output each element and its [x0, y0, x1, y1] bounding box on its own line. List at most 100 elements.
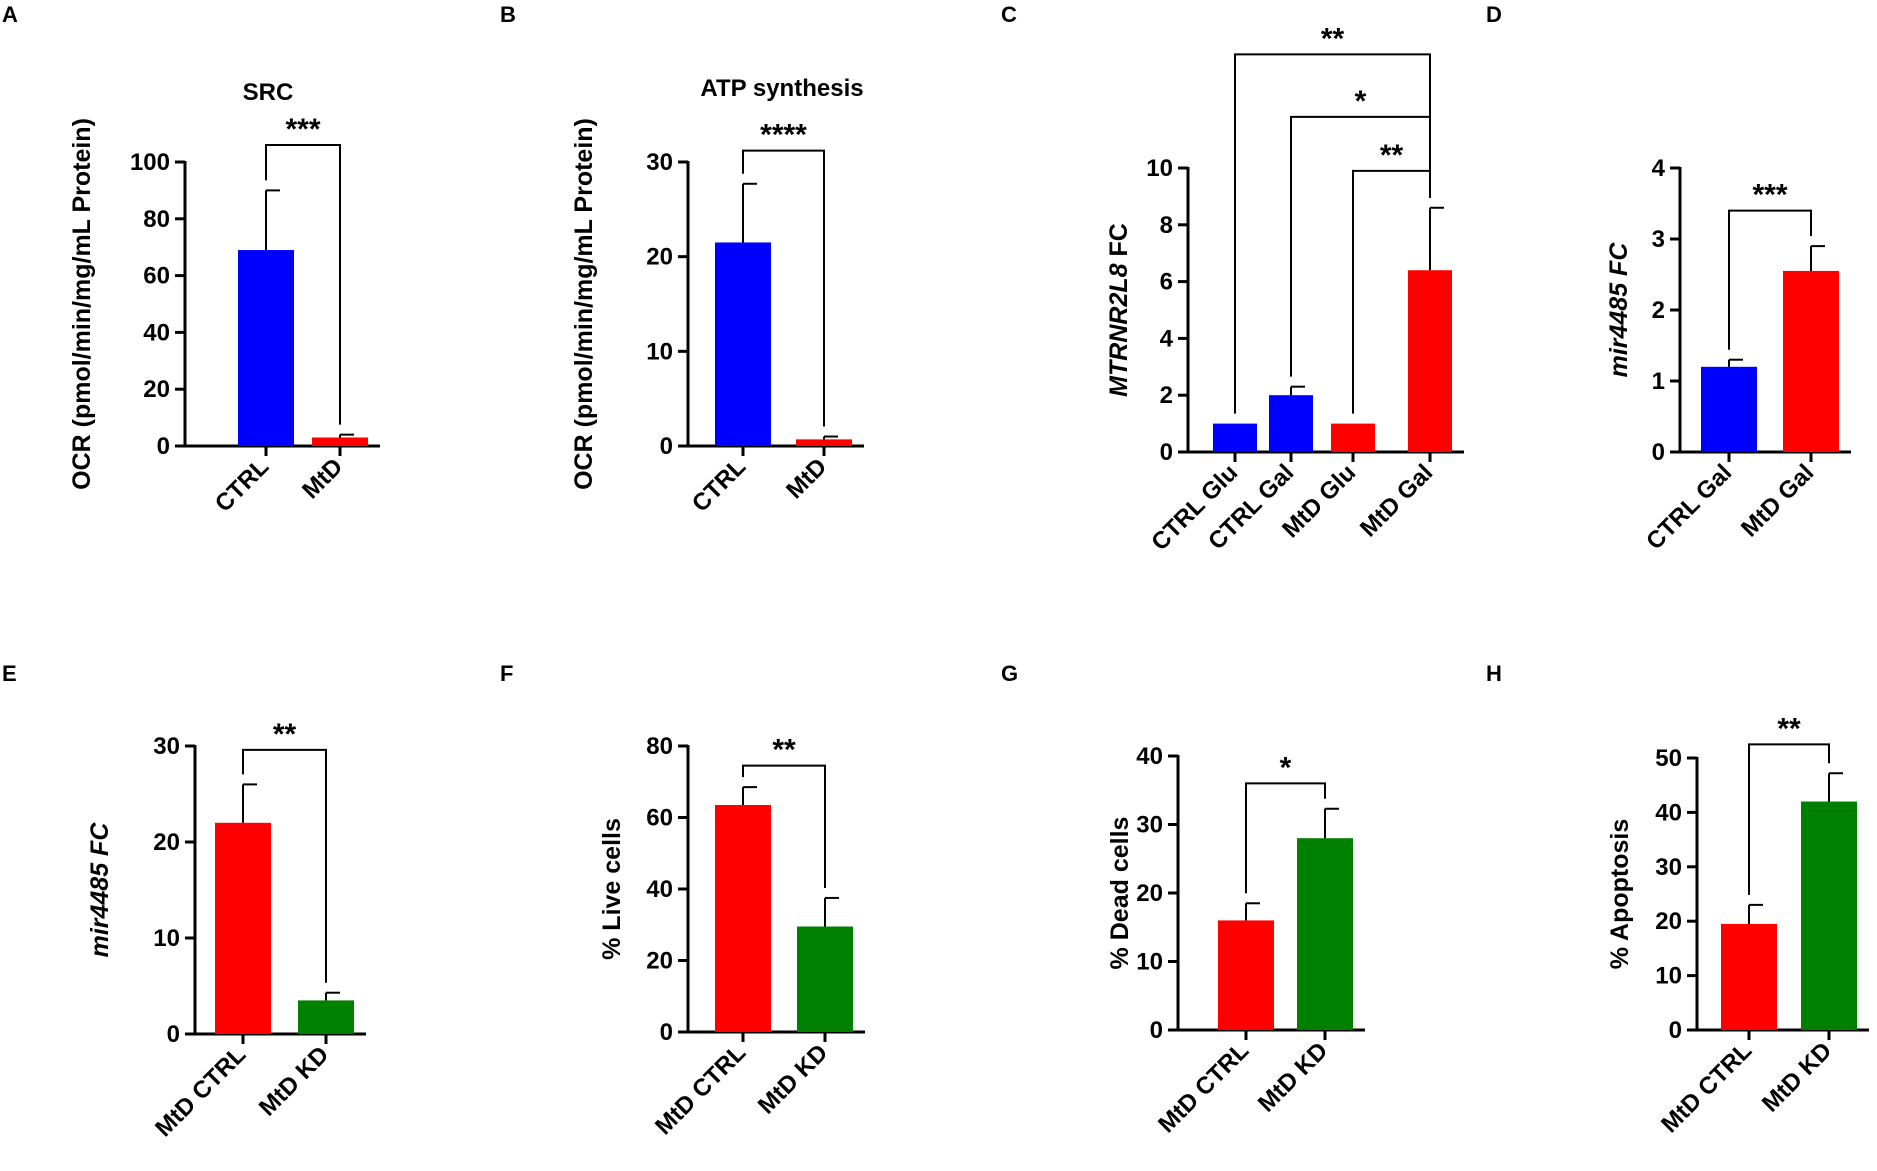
panel-letter: B	[500, 2, 516, 27]
y-tick-label: 30	[646, 149, 673, 176]
y-axis-label: % Apoptosis	[1606, 819, 1634, 969]
y-tick-label: 30	[1136, 812, 1163, 839]
y-axis-label-italic-part: MTRNR2L8	[1105, 263, 1133, 396]
bar	[1297, 838, 1353, 1030]
panel-letter: C	[1001, 2, 1017, 27]
y-tick-label: 40	[1655, 799, 1682, 826]
bar	[238, 250, 294, 446]
y-tick-label: 80	[646, 733, 673, 760]
bar	[298, 1000, 354, 1034]
y-tick-label: 0	[660, 1019, 673, 1046]
bar	[312, 437, 368, 446]
y-tick-label: 20	[646, 244, 673, 271]
y-tick-label: 50	[1655, 745, 1682, 772]
significance-label: **	[1380, 139, 1404, 172]
significance-label: *	[1280, 751, 1292, 784]
significance-bracket	[1352, 169, 1431, 414]
panel-a: A SRC 0 20 40 60 80 100 OCR (pmol/min/mg/mL Prot…	[2, 2, 380, 517]
significance-bracket	[265, 143, 341, 425]
significance-label: **	[1777, 712, 1801, 745]
y-tick-label: 40	[143, 319, 170, 346]
y-tick-label: 0	[167, 1021, 180, 1048]
significance-label: **	[772, 734, 796, 767]
y-axis-label: MTRNR2L8 FC	[1105, 223, 1133, 397]
x-category-label: MtD	[781, 453, 832, 504]
y-tick-label: 10	[646, 338, 673, 365]
bar	[215, 822, 271, 1034]
y-tick-label: 0	[157, 433, 170, 460]
y-tick-label: 10	[153, 925, 180, 952]
y-tick-label: 40	[1136, 743, 1163, 770]
bar	[1213, 423, 1257, 452]
y-tick-label: 0	[1669, 1017, 1682, 1044]
x-category-label: MtD KD	[1757, 1037, 1837, 1117]
y-tick-label: 6	[1160, 269, 1173, 296]
x-category-label: MtD KD	[753, 1039, 833, 1119]
x-category-label: CTRL	[210, 453, 274, 517]
significance-bracket	[1234, 53, 1431, 414]
panel-letter: A	[2, 2, 18, 27]
y-axis-label: % Live cells	[598, 818, 626, 960]
x-category-label: MtD KD	[254, 1041, 334, 1121]
panel-letter: H	[1486, 661, 1502, 686]
significance-label: **	[273, 718, 297, 751]
significance-label: ****	[760, 119, 807, 152]
significance-bracket	[242, 748, 327, 983]
y-tick-label: 60	[646, 805, 673, 832]
x-category-label: MtD CTRL	[1153, 1037, 1254, 1138]
x-category-label: CTRL Gal	[1641, 459, 1737, 555]
bar	[1218, 920, 1274, 1030]
y-tick-label: 80	[143, 206, 170, 233]
panel-letter: G	[1001, 661, 1018, 686]
significance-label: *	[1355, 85, 1367, 118]
x-category-label: MtD Gal	[1736, 459, 1819, 542]
x-category-label: MtD CTRL	[650, 1039, 751, 1140]
chart-title: ATP synthesis	[700, 75, 863, 102]
y-tick-label: 0	[1160, 439, 1173, 466]
panel-h: H 0 10 20 30 40 50 % Apoptosis MtD CTRL MtD KD **	[1486, 661, 1869, 1138]
y-tick-label: 1	[1652, 368, 1665, 395]
y-tick-label: 30	[153, 733, 180, 760]
significance-bracket	[1290, 115, 1431, 377]
y-tick-label: 0	[660, 433, 673, 460]
x-category-label: MtD Gal	[1355, 459, 1438, 542]
y-axis-label: mir4485 FC	[86, 822, 114, 958]
bar	[715, 804, 771, 1032]
panel-b: B ATP synthesis 0 10 20 30 OCR (pmol/min/mg/mL…	[500, 2, 864, 517]
y-axis-label: mir4485 FC	[1605, 242, 1633, 378]
y-tick-label: 20	[646, 948, 673, 975]
y-tick-label: 8	[1160, 212, 1173, 239]
significance-bracket	[1245, 782, 1326, 894]
y-tick-label: 30	[1655, 854, 1682, 881]
y-tick-label: 3	[1652, 226, 1665, 253]
x-category-label: MtD KD	[1253, 1037, 1333, 1117]
bar	[796, 439, 852, 446]
y-tick-label: 10	[1655, 963, 1682, 990]
y-tick-label: 10	[1146, 155, 1173, 182]
y-tick-label: 20	[143, 376, 170, 403]
bar	[1408, 270, 1452, 452]
significance-bracket	[1748, 743, 1830, 895]
significance-bracket	[742, 149, 825, 427]
bar	[715, 242, 771, 446]
y-tick-label: 0	[1652, 439, 1665, 466]
x-category-label: MtD CTRL	[1656, 1037, 1757, 1138]
panel-f: F 0 20 40 60 80 % Live cells MtD CTRL MtD KD **	[500, 661, 865, 1140]
y-tick-label: 40	[646, 876, 673, 903]
y-tick-label: 10	[1136, 949, 1163, 976]
significance-bracket	[1728, 209, 1812, 350]
y-tick-label: 20	[1136, 880, 1163, 907]
bar	[1783, 270, 1839, 452]
bar	[1721, 923, 1777, 1030]
significance-label: **	[1321, 22, 1345, 55]
y-axis-label: OCR (pmol/min/mg/mL Protein)	[570, 118, 598, 490]
y-tick-label: 60	[143, 263, 170, 290]
y-tick-label: 0	[1150, 1017, 1163, 1044]
x-category-label: CTRL	[687, 453, 751, 517]
bar	[1801, 801, 1857, 1030]
y-tick-label: 2	[1160, 382, 1173, 409]
